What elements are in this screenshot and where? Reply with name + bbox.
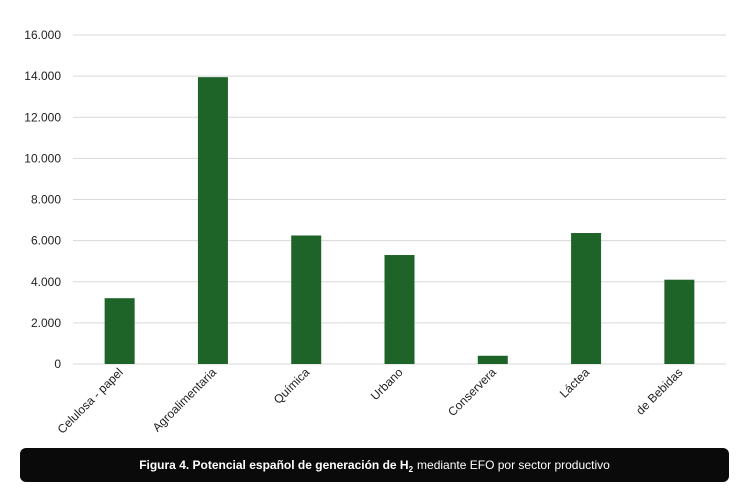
x-category-label: Láctea — [557, 365, 593, 401]
x-category-label: Urbano — [368, 365, 406, 403]
x-category-label: Conservera — [445, 365, 499, 419]
bar — [104, 298, 135, 364]
y-tick-label: 4.000 — [31, 275, 61, 289]
gridlines — [73, 34, 726, 365]
bars — [104, 77, 695, 364]
x-category-label: Celulosa - papel — [55, 365, 126, 436]
bar — [384, 255, 415, 364]
y-tick-label: 2.000 — [31, 316, 61, 330]
bar-chart: 0 2.000 4.000 6.000 8.000 10.000 12.000 14.000 1… — [24, 28, 726, 436]
caption-rest: mediante EFO por sector productivo — [417, 458, 610, 472]
y-axis-tick-labels: 0 2.000 4.000 6.000 8.000 10.000 12.000 14.000 1… — [24, 28, 61, 371]
x-category-label: Química — [271, 365, 313, 407]
y-tick-label: 14.000 — [24, 69, 61, 83]
bar — [664, 279, 695, 364]
bar — [477, 355, 508, 364]
y-tick-label: 10.000 — [24, 151, 61, 165]
caption-subscript: 2 — [408, 464, 414, 474]
bar — [571, 233, 602, 364]
bar — [197, 77, 228, 364]
x-axis-category-labels: Celulosa - papel Agroalimentaria Química Ur… — [55, 365, 686, 436]
x-category-label: de Bebidas — [633, 365, 685, 417]
y-tick-label: 0 — [54, 357, 61, 371]
y-tick-label: 6.000 — [31, 234, 61, 248]
figure-caption: Figura 4. Potencial español de generació… — [20, 448, 729, 482]
y-tick-label: 8.000 — [31, 193, 61, 207]
y-tick-label: 12.000 — [24, 110, 61, 124]
y-tick-label: 16.000 — [24, 28, 61, 42]
caption-label: Figura 4. Potencial español de generació… — [139, 458, 409, 472]
x-category-label: Agroalimentaria — [150, 365, 220, 435]
bar — [291, 235, 322, 364]
